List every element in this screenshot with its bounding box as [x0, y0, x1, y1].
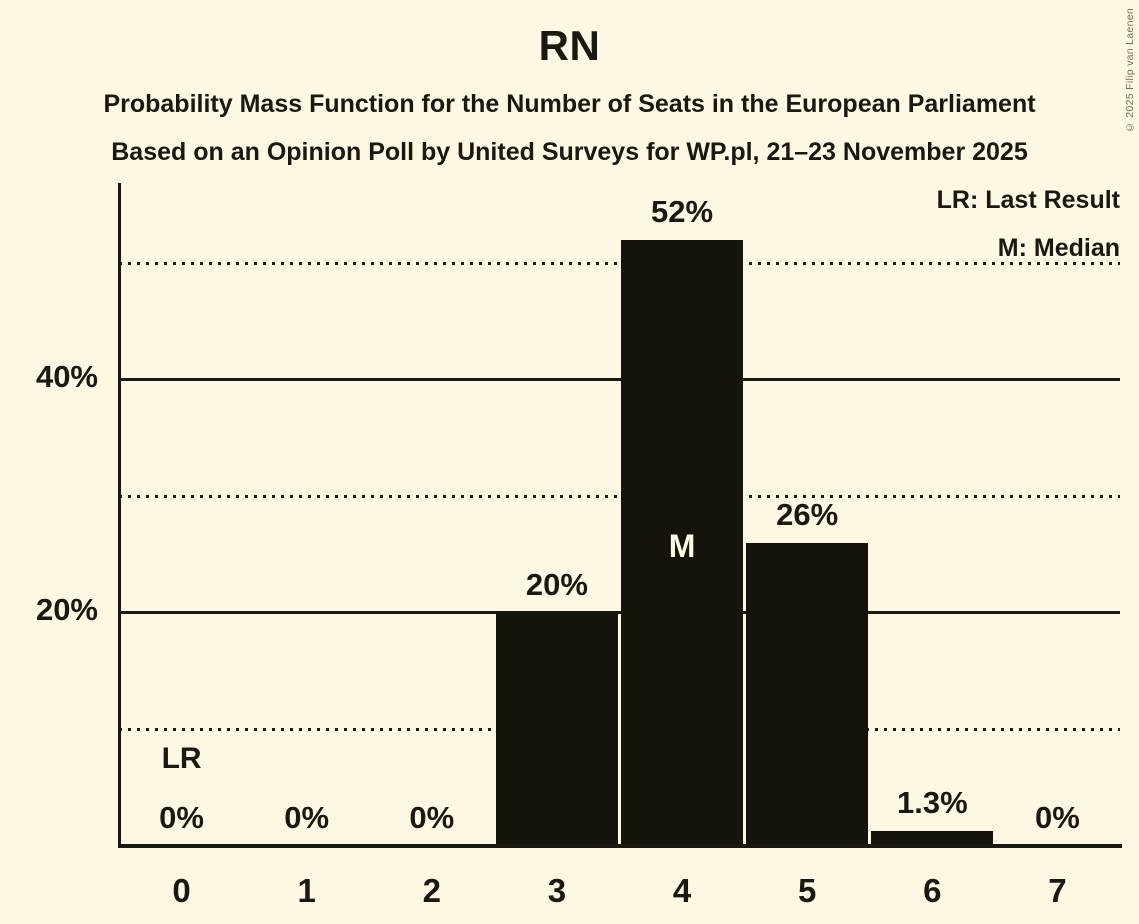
bar-seats-3 — [495, 612, 618, 844]
gridline-solid-40pct — [119, 378, 1120, 382]
chart-subtitle-line2: Based on an Opinion Poll by United Surve… — [111, 138, 1028, 166]
bar-seats-4 — [621, 239, 744, 844]
x-axis-tick-5: 5 — [798, 872, 817, 909]
x-axis-tick-7: 7 — [1048, 872, 1067, 909]
bar-value-label-seats-4: 52% — [651, 193, 714, 229]
bar-value-label-seats-6: 1.3% — [896, 784, 968, 820]
legend-median: M: Median — [997, 234, 1120, 262]
gridline-dotted-30pct — [119, 494, 1120, 498]
bar-value-label-seats-1: 0% — [284, 800, 330, 835]
chart-subtitle-line1: Probability Mass Function for the Number… — [103, 90, 1036, 118]
bar-value-label-seats-2: 0% — [409, 800, 455, 835]
gridline-solid-20pct — [119, 611, 1120, 615]
last-result-marker-label: LR — [161, 742, 202, 775]
legend-last-result: LR: Last Result — [936, 186, 1120, 214]
median-marker-label: M — [668, 528, 696, 564]
bar-value-label-seats-0: 0% — [159, 800, 204, 835]
copyright-notice: © 2025 Filip van Laenen — [1124, 8, 1136, 134]
bar-seats-6 — [871, 830, 994, 844]
gridline-dotted-10pct — [119, 727, 1120, 731]
bar-seats-5 — [746, 542, 869, 844]
x-axis-tick-4: 4 — [672, 872, 692, 909]
y-axis-tick-20pct: 20% — [35, 591, 98, 627]
x-axis-tick-1: 1 — [297, 872, 316, 909]
y-axis-tick-40pct: 40% — [35, 358, 98, 394]
y-axis-line — [117, 183, 121, 846]
x-axis-tick-3: 3 — [547, 872, 567, 909]
chart-title: RN — [538, 22, 601, 69]
x-axis-line — [117, 844, 1122, 848]
bar-value-label-seats-7: 0% — [1035, 800, 1080, 835]
x-axis-tick-6: 6 — [923, 872, 942, 909]
bar-value-label-seats-3: 20% — [525, 566, 588, 602]
x-axis-tick-0: 0 — [172, 872, 191, 909]
x-axis-tick-2: 2 — [422, 872, 441, 909]
bar-value-label-seats-5: 26% — [776, 496, 839, 532]
gridline-dotted-50pct — [119, 261, 1120, 265]
